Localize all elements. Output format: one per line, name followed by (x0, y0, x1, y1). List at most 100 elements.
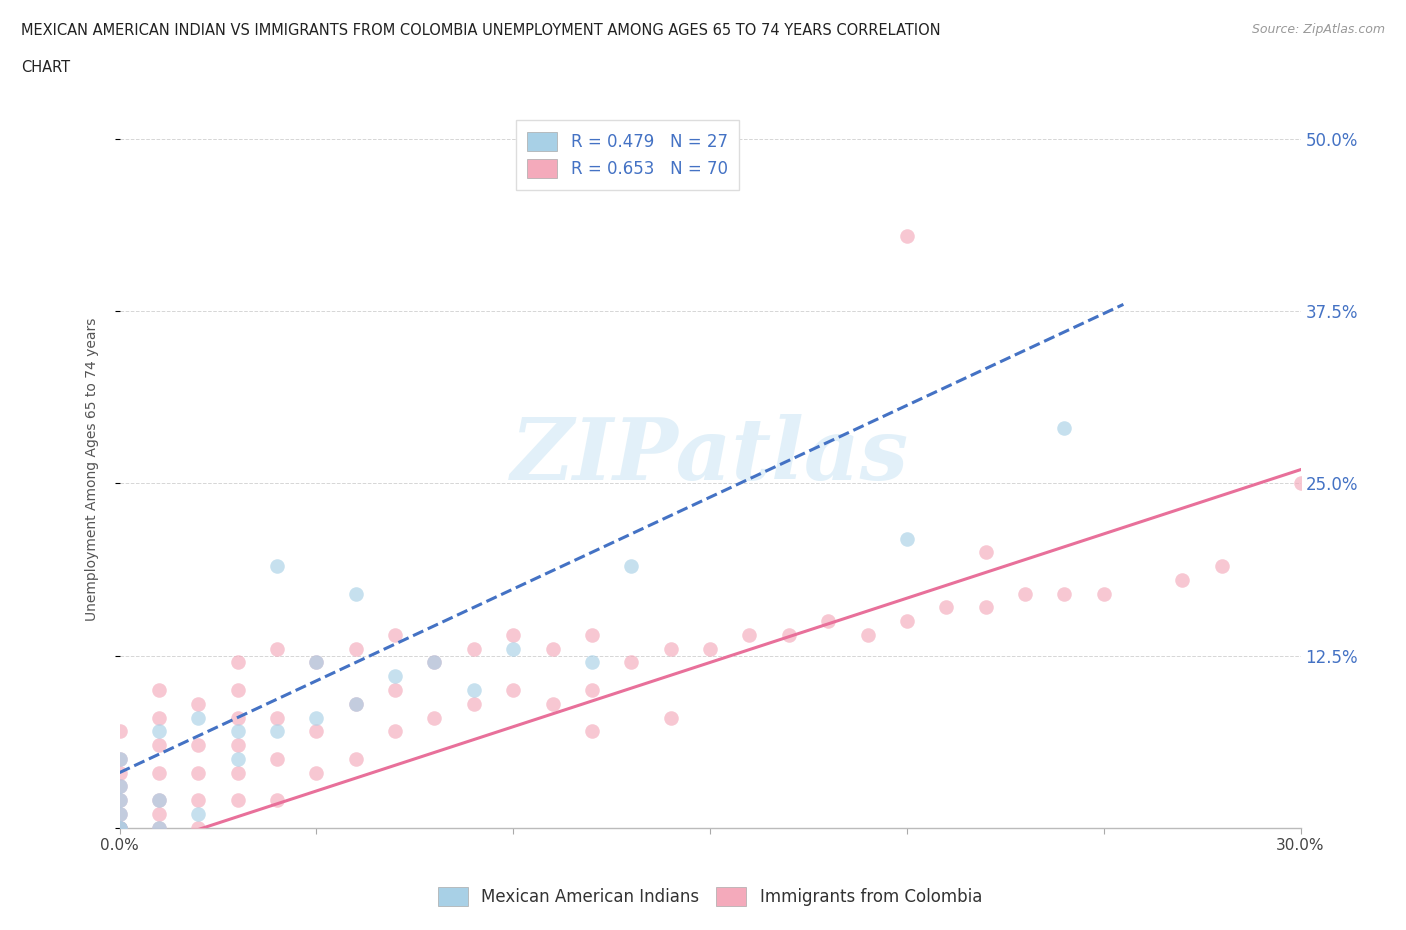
Point (108, 820, 131, 835)
Point (463, 697, 485, 711)
Point (187, 737, 209, 752)
Point (384, 683, 406, 698)
Point (1092, 586, 1115, 601)
Point (1053, 586, 1076, 601)
Point (541, 642, 564, 657)
Point (266, 642, 288, 657)
Point (108, 751, 131, 766)
Point (108, 820, 131, 835)
Point (502, 642, 524, 657)
Point (226, 711, 249, 725)
Point (463, 683, 485, 698)
Point (856, 628, 879, 643)
Point (738, 628, 761, 643)
Point (226, 683, 249, 698)
Point (817, 614, 839, 629)
Point (226, 792, 249, 807)
Point (344, 751, 367, 766)
Point (896, 228, 918, 243)
Point (384, 628, 406, 643)
Point (266, 559, 288, 574)
Point (305, 655, 328, 670)
Point (226, 751, 249, 766)
Point (896, 614, 918, 629)
Point (581, 655, 603, 670)
Point (1053, 421, 1076, 436)
Point (974, 600, 997, 615)
Text: ZIPatlas: ZIPatlas (510, 414, 910, 497)
Point (659, 642, 682, 657)
Point (226, 765, 249, 780)
Point (581, 628, 603, 643)
Point (620, 559, 643, 574)
Point (1171, 572, 1194, 587)
Point (581, 683, 603, 698)
Point (384, 724, 406, 738)
Point (502, 683, 524, 698)
Point (226, 655, 249, 670)
Point (187, 697, 209, 711)
Point (266, 751, 288, 766)
Point (187, 806, 209, 821)
Point (935, 600, 957, 615)
Point (148, 683, 170, 698)
Point (305, 724, 328, 738)
Point (187, 765, 209, 780)
Point (1211, 559, 1233, 574)
Point (974, 545, 997, 560)
Point (659, 711, 682, 725)
Point (423, 655, 446, 670)
Point (1289, 476, 1312, 491)
Point (108, 779, 131, 794)
Point (305, 711, 328, 725)
Point (266, 711, 288, 725)
Text: CHART: CHART (21, 60, 70, 75)
Point (423, 655, 446, 670)
Text: Source: ZipAtlas.com: Source: ZipAtlas.com (1251, 23, 1385, 36)
Point (226, 724, 249, 738)
Point (384, 669, 406, 684)
Point (108, 751, 131, 766)
Point (344, 642, 367, 657)
Point (108, 792, 131, 807)
Point (502, 628, 524, 643)
Point (108, 820, 131, 835)
Point (108, 792, 131, 807)
Text: MEXICAN AMERICAN INDIAN VS IMMIGRANTS FROM COLOMBIA UNEMPLOYMENT AMONG AGES 65 T: MEXICAN AMERICAN INDIAN VS IMMIGRANTS FR… (21, 23, 941, 38)
Point (148, 792, 170, 807)
Y-axis label: Unemployment Among Ages 65 to 74 years: Unemployment Among Ages 65 to 74 years (84, 318, 98, 621)
Legend: Mexican American Indians, Immigrants from Colombia: Mexican American Indians, Immigrants fro… (432, 880, 988, 912)
Point (581, 724, 603, 738)
Point (148, 737, 170, 752)
Point (541, 697, 564, 711)
Point (148, 724, 170, 738)
Point (778, 628, 800, 643)
Point (266, 724, 288, 738)
Point (108, 820, 131, 835)
Point (108, 724, 131, 738)
Point (266, 792, 288, 807)
Point (463, 642, 485, 657)
Point (620, 655, 643, 670)
Point (108, 806, 131, 821)
Point (1014, 586, 1036, 601)
Point (344, 697, 367, 711)
Point (108, 779, 131, 794)
Point (108, 820, 131, 835)
Point (187, 792, 209, 807)
Point (226, 737, 249, 752)
Point (344, 697, 367, 711)
Point (187, 711, 209, 725)
Point (148, 806, 170, 821)
Point (305, 655, 328, 670)
Point (148, 711, 170, 725)
Point (305, 765, 328, 780)
Point (148, 820, 170, 835)
Point (699, 642, 721, 657)
Point (108, 806, 131, 821)
Point (148, 792, 170, 807)
Point (344, 586, 367, 601)
Point (896, 531, 918, 546)
Point (423, 711, 446, 725)
Point (108, 765, 131, 780)
